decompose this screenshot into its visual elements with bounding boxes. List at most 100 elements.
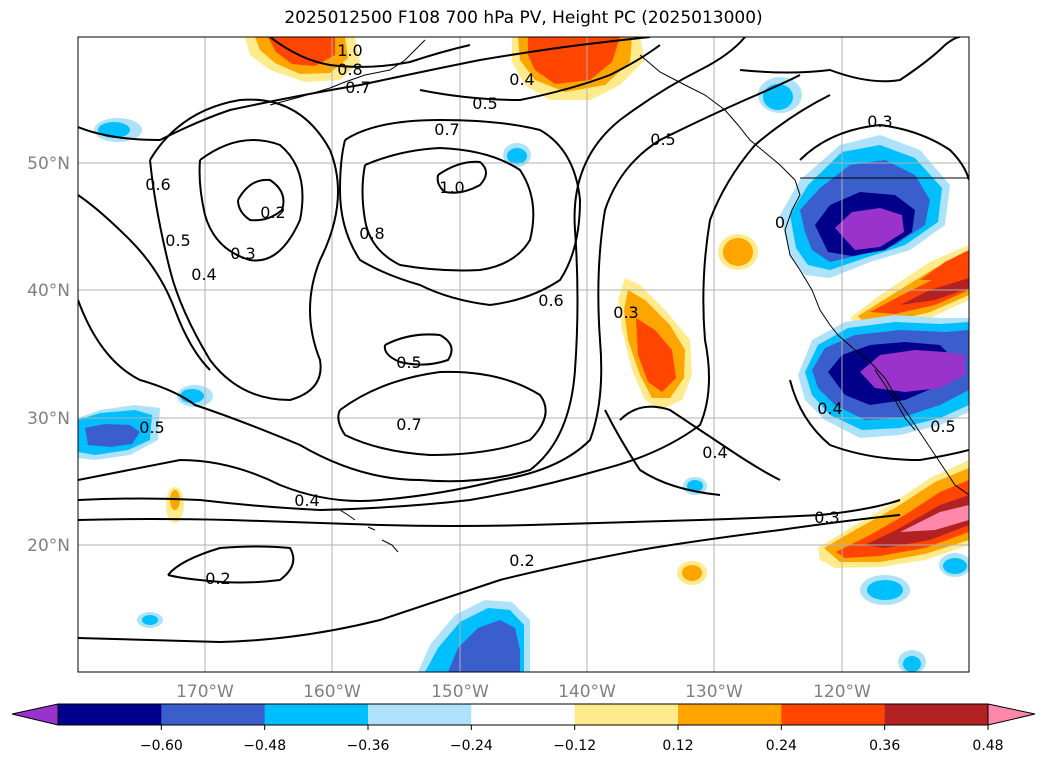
pv-shading [78,37,969,672]
pv-anomaly-negative [943,558,967,574]
contour-line [78,37,651,142]
contour-label: 0.4 [294,491,319,510]
contour-label: 0.5 [650,130,675,149]
height-contours [78,37,969,644]
colorbar-segment [884,704,989,725]
contour-label: 0.3 [867,112,892,131]
contour-label: 0.7 [434,120,459,139]
colorbar: −0.60 −0.48 −0.36 −0.24 −0.12 0.12 0.24 0.36 0.4… [11,703,1036,754]
colorbar-segment [264,704,369,725]
contour-label: 0.3 [814,508,839,527]
contour-line [337,370,547,457]
contour-line [604,409,721,496]
colorbar-tick-label: 0.24 [766,738,797,754]
contour-label: 0.6 [538,291,563,310]
pv-anomaly-negative [142,615,158,625]
latitude-label: 50°N [27,154,70,174]
contour-line [78,37,746,483]
pv-anomaly-negative [835,208,904,250]
contour-label: 1.0 [337,41,362,60]
map-title: 2025012500 F108 700 hPa PV, Height PC (2… [284,8,763,28]
colorbar-border [57,703,989,726]
colorbar-extend-high [987,703,1036,726]
pv-anomaly-positive [268,37,335,66]
contour-label: 0.2 [205,569,230,588]
contour-line [789,379,969,462]
contour-label: 0.2 [509,551,534,570]
contour-label: 0.6 [145,175,170,194]
contour-line [78,74,801,502]
latitude-label: 30°N [27,409,70,429]
pv-anomaly-negative [763,84,793,110]
contour-label: 0.5 [930,417,955,436]
contour-label: 0 [775,213,785,232]
longitude-label: 160°W [303,682,361,702]
longitude-label: 120°W [813,682,871,702]
latitude-label: 20°N [27,536,70,556]
longitude-label: 130°W [685,682,743,702]
pv-anomaly-positive [636,318,676,392]
contour-label: 1.0 [439,178,464,197]
pv-anomaly-negative [507,148,527,164]
colorbar-tick-label: −0.12 [553,738,596,754]
colorbar-tick-label: 0.12 [662,738,693,754]
contour-labels: 1.0 0.8 0.7 0.4 0.5 0.7 0.5 0.3 0.6 0.2 … [139,41,955,588]
contour-line [419,44,661,102]
contour-line [269,37,471,68]
contour-line [361,146,535,272]
contour-line [237,178,285,222]
contour-label: 0.8 [359,224,384,243]
contour-line [383,333,453,366]
colorbar-tick-label: −0.48 [243,738,286,754]
gridlines [78,37,969,672]
contour-label: 0.3 [230,244,255,263]
colorbar-tick-label: −0.60 [140,738,183,754]
coastline-alaska-panhandle [639,54,796,181]
pv-anomaly-positive [900,278,969,305]
pv-anomaly-negative [860,350,965,392]
contour-line [436,160,487,194]
contour-line [619,405,781,481]
contour-line [799,123,969,181]
longitude-label: 150°W [431,682,489,702]
pv-anomaly-positive [682,565,702,581]
pv-anomaly-negative [687,480,703,492]
longitude-labels: 170°W 160°W 150°W 140°W 130°W 120°W [176,682,871,702]
coastline-baja [874,369,916,431]
contour-label: 0.7 [345,78,370,97]
contour-label: 0.4 [817,399,842,418]
colorbar-segment [58,704,162,725]
contour-line [198,139,304,262]
pv-anomaly-negative [867,580,903,600]
colorbar-segment [678,704,782,725]
pv-anomaly-negative [903,656,921,672]
contour-label: 0.4 [702,443,727,462]
colorbar-tick-label: −0.24 [450,738,493,754]
pv-anomaly-positive [900,505,969,532]
contour-line [78,194,211,371]
colorbar-segment [574,704,679,725]
longitude-label: 140°W [558,682,616,702]
colorbar-segment [368,704,472,725]
pv-anomaly-negative [85,424,140,447]
pv-anomaly-positive [865,495,969,548]
contour-line [78,514,901,644]
longitude-label: 170°W [176,682,234,702]
pv-anomaly-positive [723,238,753,266]
colorbar-tick-label: −0.36 [347,738,390,754]
colorbar-tick-label: 0.36 [869,738,900,754]
contour-label: 0.4 [509,70,534,89]
pv-anomaly-negative [448,620,520,672]
contour-label: 0.5 [472,94,497,113]
colorbar-segment [161,704,266,725]
pv-anomaly-positive [836,480,969,558]
contour-line [167,545,295,584]
colorbar-extend-low [11,703,59,726]
contour-line [149,98,339,402]
latitude-label: 40°N [27,281,70,301]
contour-line [338,118,582,307]
coastline-hawaii [339,509,399,553]
contour-label: 0.2 [260,203,285,222]
contour-line [739,37,961,83]
contour-label: 0.3 [613,303,638,322]
